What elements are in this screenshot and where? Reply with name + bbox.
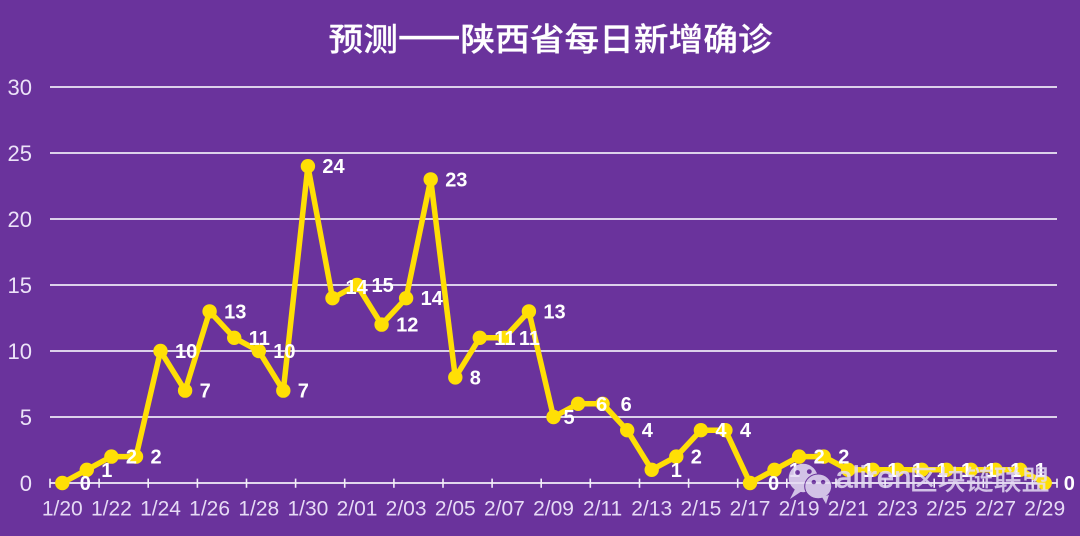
svg-text:1: 1 [887, 460, 898, 482]
svg-text:2/13: 2/13 [631, 498, 672, 521]
svg-text:8: 8 [470, 367, 481, 389]
svg-text:11: 11 [494, 328, 515, 350]
svg-text:2/03: 2/03 [386, 498, 427, 521]
svg-text:14: 14 [421, 288, 444, 310]
svg-text:2: 2 [151, 447, 162, 469]
svg-text:2/29: 2/29 [1024, 498, 1065, 521]
svg-text:15: 15 [8, 273, 32, 298]
svg-text:24: 24 [322, 156, 345, 178]
svg-text:1: 1 [863, 460, 874, 482]
svg-text:1/20: 1/20 [42, 498, 83, 521]
svg-text:2/15: 2/15 [680, 498, 721, 521]
svg-text:2/09: 2/09 [533, 498, 574, 521]
svg-text:1/22: 1/22 [91, 498, 132, 521]
svg-text:7: 7 [200, 381, 211, 403]
svg-text:2/23: 2/23 [877, 498, 918, 521]
svg-text:1: 1 [936, 460, 947, 482]
svg-text:aliren: aliren [836, 460, 912, 495]
svg-text:2: 2 [814, 447, 825, 469]
svg-text:2/19: 2/19 [779, 498, 820, 521]
svg-text:23: 23 [445, 169, 467, 191]
svg-text:1/28: 1/28 [238, 498, 279, 521]
svg-text:2/11: 2/11 [583, 498, 622, 521]
svg-text:0: 0 [20, 471, 32, 496]
svg-text:1: 1 [961, 460, 972, 482]
svg-text:4: 4 [642, 420, 654, 442]
svg-text:11: 11 [249, 328, 270, 350]
svg-text:2/25: 2/25 [926, 498, 967, 521]
svg-text:25: 25 [8, 141, 32, 166]
svg-text:1/30: 1/30 [287, 498, 328, 521]
svg-text:0: 0 [768, 473, 779, 495]
svg-text:14: 14 [346, 277, 369, 299]
svg-text:11: 11 [519, 328, 540, 350]
svg-text:2: 2 [838, 447, 849, 469]
svg-text:1: 1 [912, 460, 923, 482]
svg-text:13: 13 [543, 301, 565, 323]
svg-text:1: 1 [671, 460, 682, 482]
svg-text:13: 13 [224, 301, 246, 323]
svg-text:4: 4 [715, 420, 727, 442]
svg-text:15: 15 [372, 275, 394, 297]
svg-text:2/21: 2/21 [828, 498, 869, 521]
svg-text:1/26: 1/26 [189, 498, 230, 521]
svg-text:4: 4 [740, 420, 752, 442]
svg-text:2: 2 [691, 447, 702, 469]
svg-text:2/05: 2/05 [435, 498, 476, 521]
svg-text:10: 10 [8, 339, 32, 364]
svg-text:2/27: 2/27 [975, 498, 1016, 521]
svg-text:20: 20 [8, 207, 32, 232]
svg-text:1: 1 [1035, 460, 1046, 482]
svg-text:0: 0 [1064, 473, 1075, 495]
svg-text:2/07: 2/07 [484, 498, 525, 521]
svg-text:5: 5 [564, 407, 575, 429]
svg-text:12: 12 [396, 315, 418, 337]
svg-text:6: 6 [621, 394, 632, 416]
svg-text:0: 0 [80, 473, 91, 495]
svg-text:2/17: 2/17 [730, 498, 771, 521]
svg-text:30: 30 [8, 75, 32, 100]
svg-text:2: 2 [126, 447, 137, 469]
svg-text:10: 10 [175, 341, 197, 363]
svg-text:1: 1 [101, 460, 112, 482]
svg-text:1/24: 1/24 [140, 498, 181, 521]
svg-text:5: 5 [20, 405, 32, 430]
svg-text:7: 7 [298, 381, 309, 403]
svg-text:2/01: 2/01 [337, 498, 378, 521]
svg-text:6: 6 [596, 394, 607, 416]
svg-text:10: 10 [273, 341, 295, 363]
